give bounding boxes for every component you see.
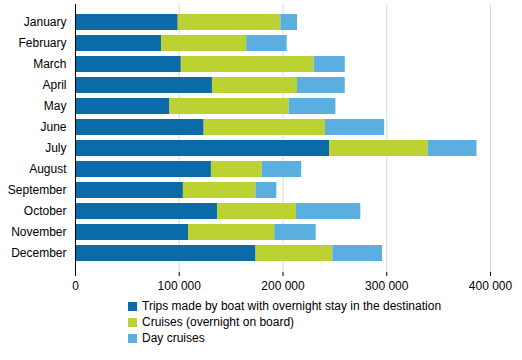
svg-text:May: May	[44, 99, 67, 113]
svg-text:September: September	[8, 183, 67, 197]
svg-text:August: August	[29, 162, 67, 176]
svg-text:March: March	[33, 57, 66, 71]
svg-text:February: February	[18, 36, 66, 50]
svg-text:June: June	[40, 120, 66, 134]
html-text:Cruises (overnight on board): Cruises (overnight on board)	[142, 315, 295, 329]
svg-text:300 000: 300 000	[365, 279, 409, 293]
svg-text:April: April	[42, 78, 66, 92]
svg-text:July: July	[45, 141, 66, 155]
svg-text:October: October	[24, 204, 67, 218]
svg-text:400 000: 400 000	[469, 279, 513, 293]
svg-text:200 000: 200 000	[261, 279, 305, 293]
svg-text:January: January	[24, 15, 67, 29]
html-text:Day cruises: Day cruises	[142, 331, 205, 345]
svg-text:100 000: 100 000	[158, 279, 202, 293]
svg-text:November: November	[11, 225, 66, 239]
svg-text:December: December	[11, 246, 66, 260]
html-text:Trips made by boat with overni: Trips made by boat with overnight stay i…	[142, 299, 442, 313]
svg-text:0: 0	[72, 279, 79, 293]
